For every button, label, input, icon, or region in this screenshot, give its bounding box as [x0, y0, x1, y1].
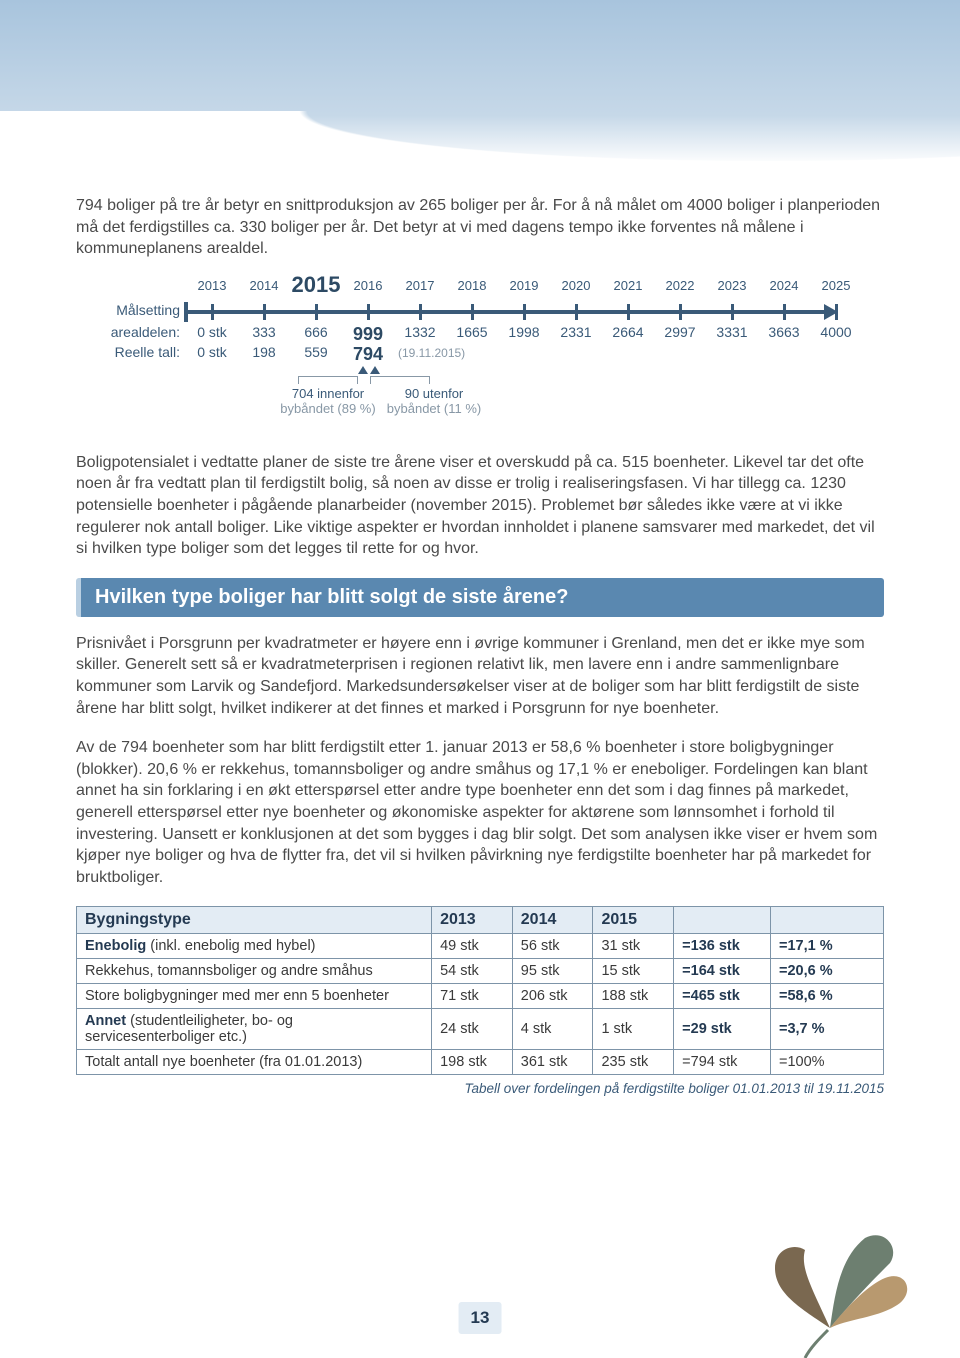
table-cell: 15 stk: [593, 959, 674, 984]
timeline-year: 2022: [654, 278, 706, 296]
table-cell: 24 stk: [432, 1009, 513, 1050]
timeline-value-arealdelen: 333: [238, 324, 290, 345]
timeline-value-arealdelen: 3663: [758, 324, 810, 345]
table-cell: 4 stk: [512, 1009, 593, 1050]
table-header: 2013: [432, 907, 513, 934]
table-cell: 361 stk: [512, 1050, 593, 1075]
section-heading: Hvilken type boliger har blitt solgt de …: [76, 578, 884, 617]
timeline-year: 2018: [446, 278, 498, 296]
timeline-figure: 2013201420152016201720182019202020212022…: [76, 278, 884, 428]
timeline-value-reelle: 794: [342, 344, 394, 365]
timeline-value-reelle: 198: [238, 344, 290, 365]
table-cell: 1 stk: [593, 1009, 674, 1050]
table-header: 2015: [593, 907, 674, 934]
table-cell: 188 stk: [593, 984, 674, 1009]
timeline-year: 2023: [706, 278, 758, 296]
table-header: [770, 907, 883, 934]
timeline-value-reelle: 0 stk: [186, 344, 238, 365]
table-cell: 31 stk: [593, 934, 674, 959]
timeline-year: 2014: [238, 278, 290, 296]
table-row: Annet (studentleiligheter, bo- og servic…: [77, 1009, 884, 1050]
building-type-table: Bygningstype201320142015 Enebolig (inkl.…: [76, 906, 884, 1075]
table-cell-label: Annet (studentleiligheter, bo- og servic…: [77, 1009, 432, 1050]
table-row: Rekkehus, tomannsboliger og andre småhus…: [77, 959, 884, 984]
timeline-value-arealdelen: 2331: [550, 324, 602, 345]
timeline-label-arealdelen: arealdelen:: [76, 324, 180, 340]
paragraph-b: Av de 794 boenheter som har blitt ferdig…: [76, 737, 884, 888]
table-cell-label: Rekkehus, tomannsboliger og andre småhus: [77, 959, 432, 984]
table-cell: =465 stk: [674, 984, 771, 1009]
intro-paragraph: 794 boliger på tre år betyr en snittprod…: [76, 195, 884, 260]
paragraph-a: Prisnivået i Porsgrunn per kvadratmeter …: [76, 633, 884, 719]
timeline-year: 2019: [498, 278, 550, 296]
table-cell: =794 stk: [674, 1050, 771, 1075]
timeline-callout-innenfor: 704 innenforbybåndet (89 %): [268, 386, 388, 417]
timeline-value-reelle: 559: [290, 344, 342, 365]
timeline-value-arealdelen: 2664: [602, 324, 654, 345]
timeline-year: 2016: [342, 278, 394, 296]
timeline-year: 2017: [394, 278, 446, 296]
middle-paragraph: Boligpotensialet i vedtatte planer de si…: [76, 452, 884, 560]
table-header: [674, 907, 771, 934]
table-cell: =20,6 %: [770, 959, 883, 984]
timeline-value-arealdelen: 3331: [706, 324, 758, 345]
timeline-year: 2025: [810, 278, 862, 296]
table-cell: 54 stk: [432, 959, 513, 984]
timeline-value-arealdelen: 1665: [446, 324, 498, 345]
timeline-label-reelle: Reelle tall:: [76, 344, 180, 360]
table-caption: Tabell over fordelingen på ferdigstilte …: [76, 1081, 884, 1096]
timeline-callout-utenfor: 90 utenforbybåndet (11 %): [374, 386, 494, 417]
table-header: Bygningstype: [77, 907, 432, 934]
timeline-value-arealdelen: 999: [342, 324, 394, 345]
table-cell: 71 stk: [432, 984, 513, 1009]
timeline-year: 2021: [602, 278, 654, 296]
timeline-year: 2024: [758, 278, 810, 296]
timeline-value-arealdelen: 4000: [810, 324, 862, 345]
table-row: Store boligbygninger med mer enn 5 boenh…: [77, 984, 884, 1009]
timeline-year: 2020: [550, 278, 602, 296]
table-cell: =17,1 %: [770, 934, 883, 959]
leaf-decoration-icon: [740, 1208, 920, 1358]
timeline-year: 2013: [186, 278, 238, 296]
timeline-value-arealdelen: 2997: [654, 324, 706, 345]
decorative-banner: [0, 0, 960, 165]
table-cell: 198 stk: [432, 1050, 513, 1075]
table-cell: 95 stk: [512, 959, 593, 984]
table-cell: =29 stk: [674, 1009, 771, 1050]
table-row: Totalt antall nye boenheter (fra 01.01.2…: [77, 1050, 884, 1075]
table-cell: 206 stk: [512, 984, 593, 1009]
timeline-value-arealdelen: 666: [290, 324, 342, 345]
table-cell-label: Totalt antall nye boenheter (fra 01.01.2…: [77, 1050, 432, 1075]
table-header: 2014: [512, 907, 593, 934]
timeline-reelle-note: (19.11.2015): [398, 346, 465, 360]
timeline-value-arealdelen: 1998: [498, 324, 550, 345]
table-cell: =58,6 %: [770, 984, 883, 1009]
table-cell: 235 stk: [593, 1050, 674, 1075]
table-cell: =3,7 %: [770, 1009, 883, 1050]
table-cell: 49 stk: [432, 934, 513, 959]
table-cell: =100%: [770, 1050, 883, 1075]
table-cell-label: Store boligbygninger med mer enn 5 boenh…: [77, 984, 432, 1009]
timeline-label-malsetting: Målsetting: [76, 302, 180, 318]
table-row: Enebolig (inkl. enebolig med hybel)49 st…: [77, 934, 884, 959]
table-cell: =164 stk: [674, 959, 771, 984]
table-cell: 56 stk: [512, 934, 593, 959]
timeline-value-arealdelen: 0 stk: [186, 324, 238, 345]
timeline-value-arealdelen: 1332: [394, 324, 446, 345]
page-number: 13: [459, 1302, 502, 1334]
table-cell-label: Enebolig (inkl. enebolig med hybel): [77, 934, 432, 959]
table-cell: =136 stk: [674, 934, 771, 959]
timeline-year: 2015: [290, 274, 342, 296]
